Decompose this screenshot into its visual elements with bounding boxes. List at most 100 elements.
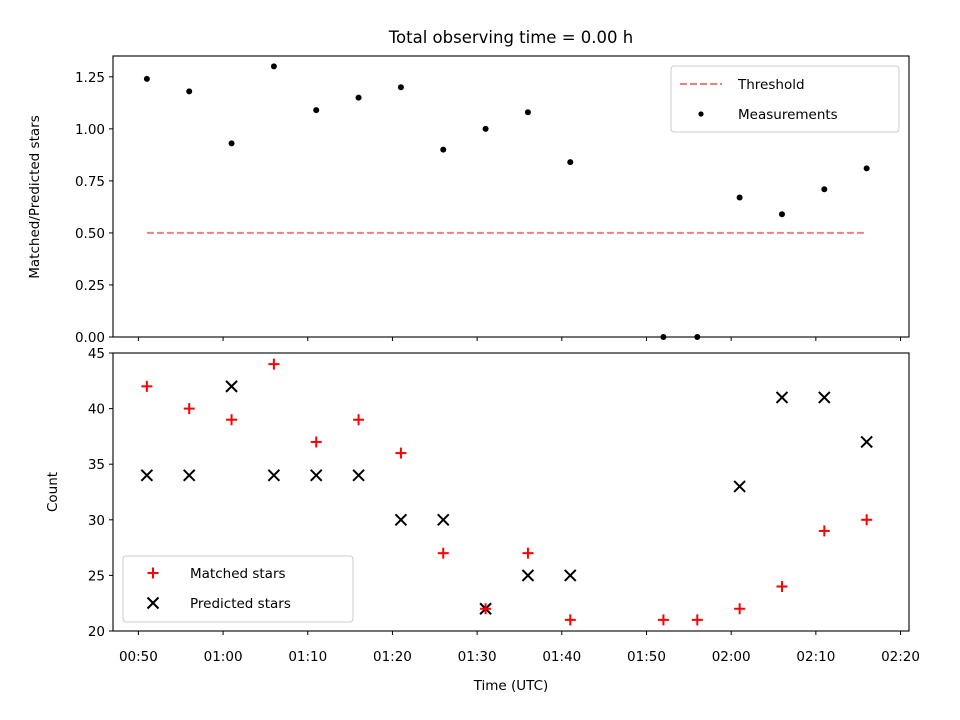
count-series	[140, 358, 873, 626]
x-stroke-b	[860, 435, 873, 449]
legend-frame	[670, 65, 900, 133]
y-tick-label: 0.75	[75, 174, 105, 190]
legend-matched-swatch	[147, 567, 159, 579]
measurement-point	[482, 125, 489, 132]
ratio-panel: Total observing time = 0.00 h 0.00 0.25 0.…	[27, 28, 910, 346]
matched-point	[353, 414, 365, 426]
matched-point	[226, 414, 238, 426]
measurement-point	[186, 88, 193, 95]
ratio-axes-frame	[112, 55, 910, 338]
x-tick-label: 01:20	[373, 649, 412, 665]
y-tick-label: 35	[88, 457, 105, 473]
x-tick-label: 01:00	[204, 649, 243, 665]
count-panel: 20 25 30 35 40 45 00:50 01:00 01:10 01:20 01:30 01…	[45, 346, 920, 694]
predicted-point	[225, 380, 238, 393]
matched-point	[437, 547, 449, 559]
count-x-ticks: 00:50 01:00 01:10 01:20 01:30 01:40 01:50 02:00…	[119, 631, 920, 665]
measurement-point	[821, 186, 828, 193]
measurement-point	[397, 84, 404, 91]
predicted-point	[183, 469, 196, 482]
x-stroke-b	[310, 469, 323, 482]
x-tick-label: 00:50	[119, 649, 158, 665]
x-tick-label: 01:40	[542, 649, 581, 665]
y-tick-label: 30	[88, 513, 105, 529]
x-stroke-b	[146, 596, 160, 610]
predicted-point	[267, 469, 281, 482]
matched-point	[734, 603, 746, 615]
count-axes-frame	[112, 352, 910, 632]
matched-point	[141, 380, 153, 392]
predicted-point	[733, 480, 746, 493]
legend-predicted-label: Predicted stars	[190, 596, 291, 612]
ratio-y-axis-label: Matched/Predicted stars	[27, 115, 43, 278]
x-stroke-b	[733, 480, 746, 493]
legend-frame	[122, 555, 354, 623]
x-stroke-b	[394, 513, 408, 527]
x-tick-label: 01:30	[458, 649, 497, 665]
y-tick-label: 25	[88, 568, 105, 584]
count-y-axis-label: Count	[45, 472, 61, 512]
x-stroke-b	[225, 380, 238, 393]
predicted-point	[818, 391, 831, 404]
legend-predicted-swatch	[146, 596, 160, 610]
y-tick-label: 1.25	[75, 70, 105, 86]
measurement-point	[143, 75, 150, 82]
predicted-point	[352, 469, 365, 482]
ratio-series	[143, 63, 870, 340]
x-stroke-b	[267, 469, 281, 482]
x-stroke-b	[437, 513, 450, 527]
legend-measurements-label: Measurements	[738, 107, 838, 123]
matched-point	[522, 547, 534, 559]
predicted-point	[394, 513, 408, 527]
measurement-point	[228, 140, 235, 147]
ratio-y-ticks: 0.00 0.25 0.50 0.75 1.00 1.25	[75, 70, 113, 346]
matched-point	[691, 614, 703, 626]
predicted-point	[564, 569, 577, 582]
measurement-point	[355, 94, 362, 101]
predicted-point	[521, 569, 535, 582]
predicted-point	[860, 435, 873, 449]
x-axis-label: Time (UTC)	[473, 678, 549, 694]
measurement-point	[736, 194, 743, 201]
matched-point	[564, 614, 576, 626]
matched-point	[657, 614, 669, 626]
legend-matched-label: Matched stars	[190, 566, 286, 582]
x-stroke-b	[183, 469, 196, 482]
matched-point	[310, 436, 322, 448]
x-stroke-b	[564, 569, 577, 582]
matched-point	[480, 603, 492, 615]
x-stroke-b	[352, 469, 365, 482]
x-stroke-b	[775, 391, 789, 404]
measurement-point	[440, 146, 447, 153]
matched-point	[776, 581, 788, 593]
y-tick-label: 0.00	[75, 330, 105, 346]
x-tick-label: 02:00	[712, 649, 751, 665]
chart-title: Total observing time = 0.00 h	[388, 28, 633, 47]
ratio-legend: Threshold Measurements	[670, 65, 900, 133]
x-stroke-b	[140, 469, 154, 482]
ratio-x-ticks	[137, 337, 902, 341]
matched-point	[268, 358, 280, 370]
y-tick-label: 20	[88, 624, 105, 640]
measurement-point	[270, 63, 277, 70]
predicted-point	[140, 469, 154, 482]
count-legend: Matched stars Predicted stars	[122, 555, 354, 623]
measurement-point	[863, 165, 870, 172]
y-tick-label: 0.50	[75, 226, 105, 242]
matched-point	[818, 525, 830, 537]
measurement-point	[313, 107, 320, 114]
y-tick-label: 40	[88, 402, 105, 418]
x-tick-label: 01:10	[288, 649, 327, 665]
y-tick-label: 45	[88, 346, 105, 362]
x-stroke-b	[521, 569, 535, 582]
predicted-point	[310, 469, 323, 482]
measurement-point	[778, 211, 785, 218]
x-tick-label: 01:50	[627, 649, 666, 665]
x-tick-label: 02:10	[796, 649, 835, 665]
x-tick-label: 02:20	[881, 649, 920, 665]
measurement-point	[567, 159, 574, 166]
predicted-point	[775, 391, 789, 404]
legend-threshold-label: Threshold	[737, 77, 805, 93]
y-tick-label: 0.25	[75, 278, 105, 294]
